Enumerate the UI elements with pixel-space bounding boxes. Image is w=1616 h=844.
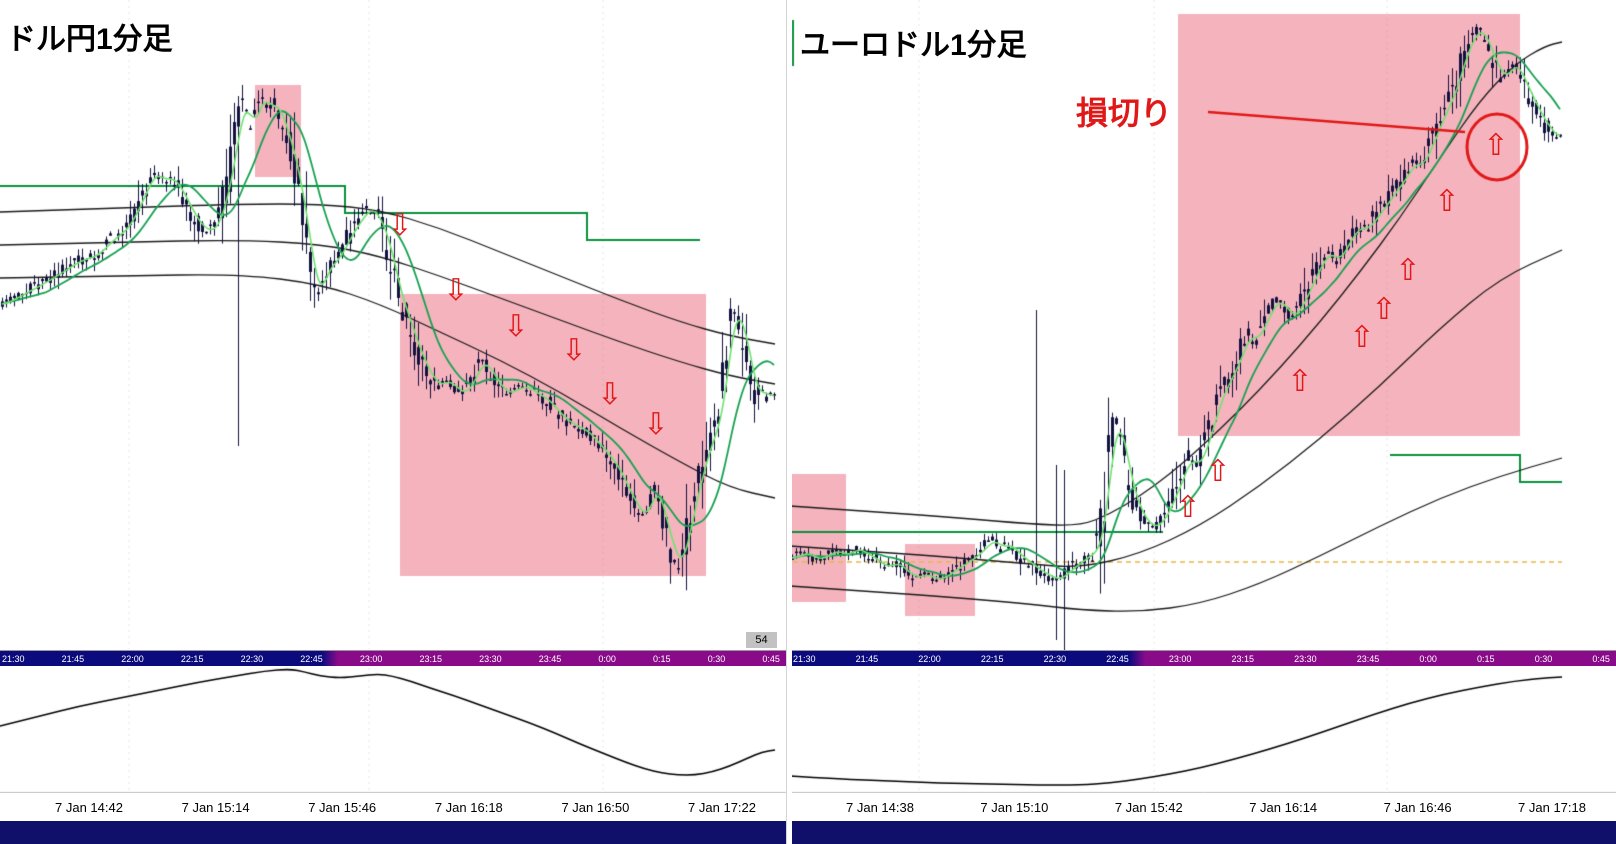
axis-label: 7 Jan 17:22 [688, 799, 756, 815]
time-label: 21:30 [793, 653, 816, 664]
time-label: 22:45 [1106, 653, 1129, 664]
down-arrow-icon: ⇩ [387, 208, 413, 243]
price-badge: 54 [746, 632, 777, 648]
time-label: 0:15 [653, 653, 671, 664]
axis-label: 7 Jan 16:50 [561, 799, 630, 815]
up-arrow-icon: ⇧ [1434, 184, 1460, 219]
axis-label: 7 Jan 15:10 [980, 799, 1049, 815]
axis-label: 7 Jan 14:42 [55, 799, 123, 815]
axis-label: 7 Jan 16:14 [1249, 799, 1318, 815]
left-timebar[interactable]: 21:30 21:45 22:00 22:15 22:30 22:45 23:00 23:15… [0, 650, 786, 666]
up-arrow-icon: ⇧ [1371, 292, 1397, 327]
time-label: 22:00 [918, 653, 941, 664]
time-label: 21:45 [855, 653, 879, 664]
time-label: 22:15 [180, 653, 204, 664]
axis-label: 7 Jan 15:46 [308, 799, 377, 815]
time-label: 23:15 [419, 653, 443, 664]
up-arrow-icon: ⇧ [1483, 128, 1509, 163]
time-label: 0:00 [1419, 653, 1437, 664]
time-label: 0:15 [1477, 653, 1495, 664]
right-time-axis: 7 Jan 14:38 7 Jan 15:10 7 Jan 15:42 7 Jan 1… [791, 793, 1616, 821]
time-label: 23:00 [1168, 653, 1192, 664]
time-label: 21:30 [2, 653, 25, 664]
down-arrow-icon: ⇩ [561, 333, 587, 368]
time-label: 0:45 [762, 653, 780, 664]
time-label: 23:45 [538, 653, 562, 664]
stop-loss-label: 損切り [1076, 95, 1173, 131]
time-label: 22:15 [980, 653, 1004, 664]
down-arrow-icon: ⇩ [643, 407, 669, 442]
right-chart-title: ユーロドル1分足 [800, 29, 1027, 62]
down-arrow-icon: ⇩ [443, 273, 469, 308]
up-arrow-icon: ⇧ [1175, 490, 1201, 525]
time-label: 22:45 [300, 653, 323, 664]
time-label: 23:30 [1294, 653, 1317, 664]
time-label: 23:00 [359, 653, 383, 664]
left-time-axis: 7 Jan 14:42 7 Jan 15:14 7 Jan 15:46 7 Jan 1… [0, 793, 786, 821]
up-arrow-icon: ⇧ [1395, 253, 1421, 288]
time-label: 23:30 [479, 653, 502, 664]
axis-label: 7 Jan 17:18 [1518, 799, 1586, 815]
time-label: 22:00 [121, 653, 144, 664]
time-label: 23:15 [1231, 653, 1255, 664]
down-arrow-icon: ⇩ [597, 377, 623, 412]
time-label: 23:45 [1356, 653, 1380, 664]
time-label: 21:45 [61, 653, 85, 664]
panel-divider [786, 0, 792, 844]
time-label: 0:00 [598, 653, 616, 664]
axis-label: 7 Jan 15:42 [1114, 799, 1183, 815]
down-arrow-icon: ⇩ [503, 309, 529, 344]
time-label: 22:30 [240, 653, 264, 664]
time-label: 0:45 [1592, 653, 1610, 664]
bottom-bar [0, 821, 1616, 844]
up-arrow-icon: ⇧ [1205, 454, 1231, 489]
left-chart-title: ドル円1分足 [6, 23, 173, 56]
time-label: 0:30 [1534, 653, 1553, 664]
time-label: 0:30 [707, 653, 726, 664]
up-arrow-icon: ⇧ [1349, 320, 1375, 355]
right-timebar[interactable]: 21:30 21:45 22:00 22:15 22:30 22:45 23:00 23:15… [791, 650, 1616, 666]
up-arrow-icon: ⇧ [1287, 364, 1313, 399]
time-label: 22:30 [1043, 653, 1067, 664]
axis-label: 7 Jan 14:38 [846, 799, 914, 815]
axis-label: 7 Jan 16:46 [1383, 799, 1452, 815]
axis-label: 7 Jan 16:18 [434, 799, 503, 815]
axis-label: 7 Jan 15:14 [181, 799, 250, 815]
